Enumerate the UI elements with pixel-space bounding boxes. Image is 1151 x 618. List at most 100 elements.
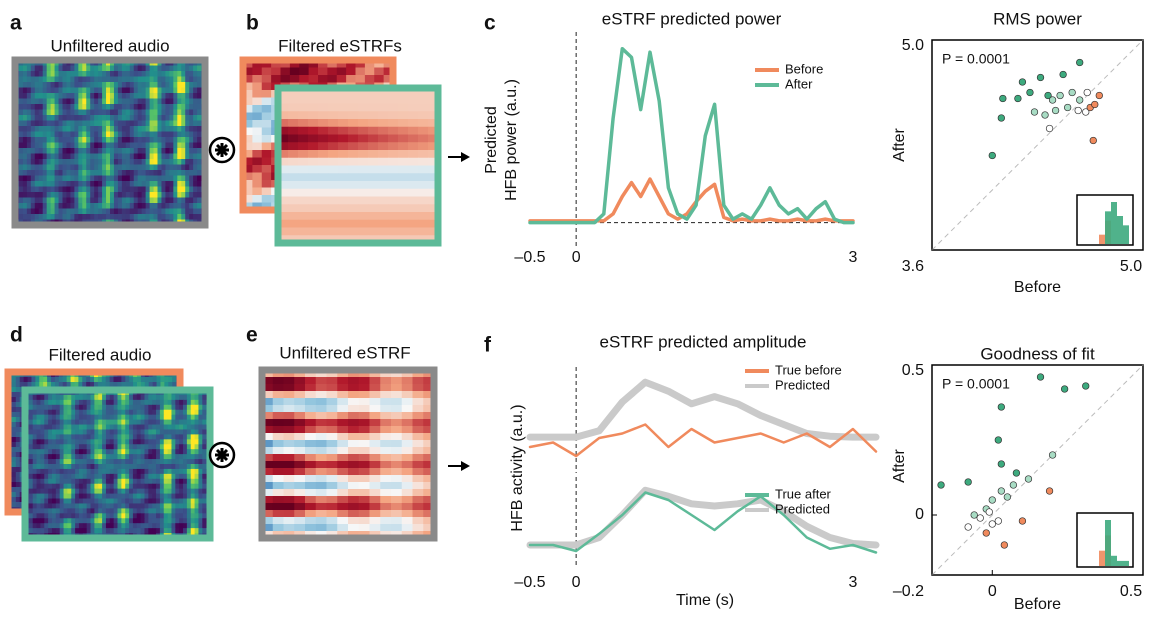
image-cell (130, 99, 134, 105)
image-cell (129, 528, 133, 533)
image-cell (148, 434, 152, 439)
image-cell (43, 198, 47, 204)
image-cell (179, 528, 183, 533)
image-cell (148, 518, 152, 523)
image-cell (47, 137, 51, 143)
image-cell (133, 434, 137, 439)
image-cell (110, 99, 114, 105)
image-cell (23, 148, 27, 154)
image-cell (66, 203, 70, 209)
image-cell (173, 148, 177, 154)
image-cell (75, 439, 79, 444)
image-cell (55, 121, 59, 127)
image-cell (94, 104, 98, 110)
image-cell (114, 454, 118, 459)
image-cell (56, 449, 60, 454)
image-cell (413, 391, 424, 399)
image-cell (130, 203, 134, 209)
image-cell (134, 99, 138, 105)
image-cell (168, 474, 172, 479)
image-cell (71, 508, 75, 513)
image-cell (56, 420, 60, 425)
image-cell (110, 469, 114, 474)
image-cell (165, 121, 169, 127)
image-cell (94, 181, 98, 187)
image-cell (94, 503, 98, 508)
image-cell (47, 198, 51, 204)
image-cell (328, 181, 339, 189)
image-cell (126, 154, 130, 160)
image-cell (316, 454, 327, 462)
image-cell (179, 508, 183, 513)
image-cell (202, 444, 206, 449)
image-cell (19, 71, 23, 77)
image-cell (133, 518, 137, 523)
image-cell (118, 405, 122, 410)
image-cell (359, 426, 370, 434)
image-cell (122, 198, 126, 204)
image-cell (169, 143, 173, 149)
image-cell (156, 454, 160, 459)
image-cell (337, 412, 348, 420)
image-cell (183, 459, 187, 464)
image-cell (102, 434, 106, 439)
image-cell (152, 513, 156, 518)
image-cell (152, 439, 156, 444)
image-cell (138, 143, 142, 149)
image-cell (358, 111, 369, 119)
image-cell (122, 165, 126, 171)
image-cell (106, 176, 110, 182)
image-cell (197, 187, 201, 193)
image-cell (75, 444, 79, 449)
image-cell (198, 503, 202, 508)
image-cell (146, 209, 150, 215)
image-cell (106, 454, 110, 459)
image-cell (70, 148, 74, 154)
image-cell (378, 150, 389, 158)
image-cell (118, 434, 122, 439)
image-cell (348, 454, 359, 462)
image-cell (63, 71, 67, 77)
image-cell (156, 415, 160, 420)
image-cell (74, 159, 78, 165)
image-cell (156, 405, 160, 410)
image-cell (391, 384, 402, 392)
image-cell (98, 518, 102, 523)
image-cell (337, 454, 348, 462)
image-cell (82, 115, 86, 121)
image-cell (144, 415, 148, 420)
image-cell (12, 422, 16, 428)
image-cell (110, 439, 114, 444)
image-cell (156, 503, 160, 508)
image-cell (318, 127, 329, 135)
image-cell (173, 66, 177, 72)
image-cell (40, 494, 44, 499)
image-cell (191, 459, 195, 464)
image-cell (87, 528, 91, 533)
image-cell (114, 165, 118, 171)
image-cell (148, 484, 152, 489)
image-cell (165, 71, 169, 77)
image-cell (177, 88, 181, 94)
image-cell (91, 499, 95, 504)
image-cell (47, 66, 51, 72)
image-cell (106, 459, 110, 464)
image-cell (39, 66, 43, 72)
image-cell (70, 181, 74, 187)
image-cell (60, 400, 64, 405)
image-cell (83, 503, 87, 508)
image-cell (106, 523, 110, 528)
image-cell (29, 449, 33, 454)
image-cell (121, 429, 125, 434)
image-cell (348, 150, 359, 158)
image-cell (23, 77, 27, 83)
image-cell (79, 429, 83, 434)
image-cell (252, 113, 262, 121)
image-cell (288, 220, 299, 228)
image-cell (202, 528, 206, 533)
image-cell (177, 203, 181, 209)
image-cell (114, 154, 118, 160)
image-cell (90, 159, 94, 165)
image-cell (298, 204, 309, 212)
image-cell (129, 420, 133, 425)
